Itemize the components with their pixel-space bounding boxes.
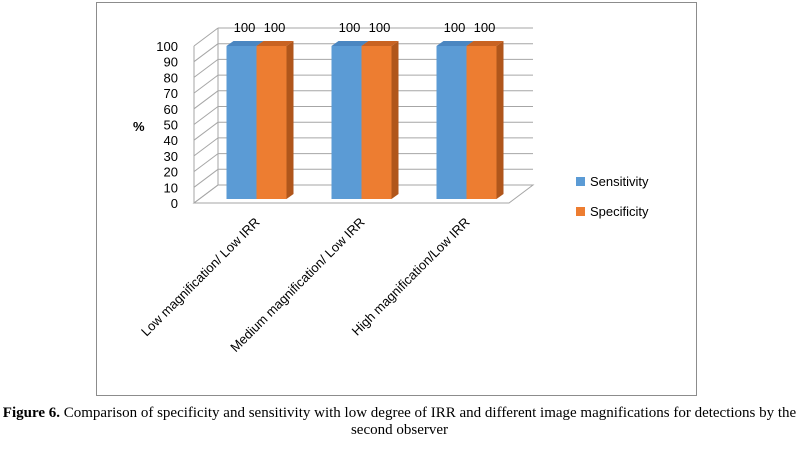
bar-side xyxy=(391,41,399,199)
y-tick-label: 60 xyxy=(164,102,178,117)
gridline-diagonal xyxy=(193,168,219,188)
category-label: High magnification/Low IRR xyxy=(349,215,473,339)
data-label: 100 xyxy=(264,20,286,35)
bar-top xyxy=(331,41,369,46)
legend: Sensitivity Specificity xyxy=(576,174,649,219)
bar-top xyxy=(436,41,474,46)
caption-text: Comparison of specificity and sensitivit… xyxy=(60,405,797,438)
bar xyxy=(331,46,362,199)
gridline-diagonal xyxy=(193,90,219,110)
legend-swatch xyxy=(576,177,585,186)
data-labels: 100 100 100 100 100 100 xyxy=(234,20,496,35)
bar-top xyxy=(256,41,294,46)
data-label: 100 xyxy=(234,20,256,35)
bar xyxy=(436,46,467,199)
bar-side xyxy=(286,41,294,199)
y-tick-label: 20 xyxy=(164,165,178,180)
y-tick-label: 100 xyxy=(156,39,178,54)
gridline-diagonal xyxy=(193,106,219,125)
gridline-diagonal xyxy=(193,27,219,47)
bar xyxy=(226,46,257,199)
y-tick-label: 50 xyxy=(164,118,178,133)
bar-top xyxy=(466,41,504,46)
gridline-diagonal xyxy=(193,184,219,204)
gridline-diagonal xyxy=(193,153,219,173)
legend-swatch xyxy=(576,207,585,216)
data-label: 100 xyxy=(339,20,361,35)
legend-label: Sensitivity xyxy=(590,174,649,189)
bar-top xyxy=(226,41,264,46)
y-tick-label: 0 xyxy=(171,196,178,211)
bar xyxy=(466,46,497,199)
bar-top xyxy=(361,41,399,46)
data-label: 100 xyxy=(444,20,466,35)
bar-side xyxy=(496,41,504,199)
y-tick-label: 40 xyxy=(164,133,178,148)
y-tick-label: 90 xyxy=(164,55,178,70)
y-tick-label: 70 xyxy=(164,86,178,101)
y-tick-label: 80 xyxy=(164,70,178,85)
data-label: 100 xyxy=(369,20,391,35)
figure-caption: Figure 6. Comparison of specificity and … xyxy=(0,405,799,439)
bars xyxy=(226,41,504,199)
gridline-diagonal xyxy=(193,121,219,141)
data-label: 100 xyxy=(474,20,496,35)
gridline-diagonal xyxy=(193,137,219,157)
gridline-diagonal xyxy=(193,74,219,94)
y-tick-label: 30 xyxy=(164,149,178,164)
gridline-diagonal xyxy=(193,59,219,78)
bar xyxy=(361,46,392,199)
gridline-diagonal xyxy=(193,43,219,63)
bar xyxy=(256,46,287,199)
y-axis-label: % xyxy=(133,119,145,134)
legend-label: Specificity xyxy=(590,204,649,219)
y-tick-label: 10 xyxy=(164,180,178,195)
caption-label: Figure 6. xyxy=(2,405,60,421)
category-label: Low magnification/ Low IRR xyxy=(138,215,263,340)
